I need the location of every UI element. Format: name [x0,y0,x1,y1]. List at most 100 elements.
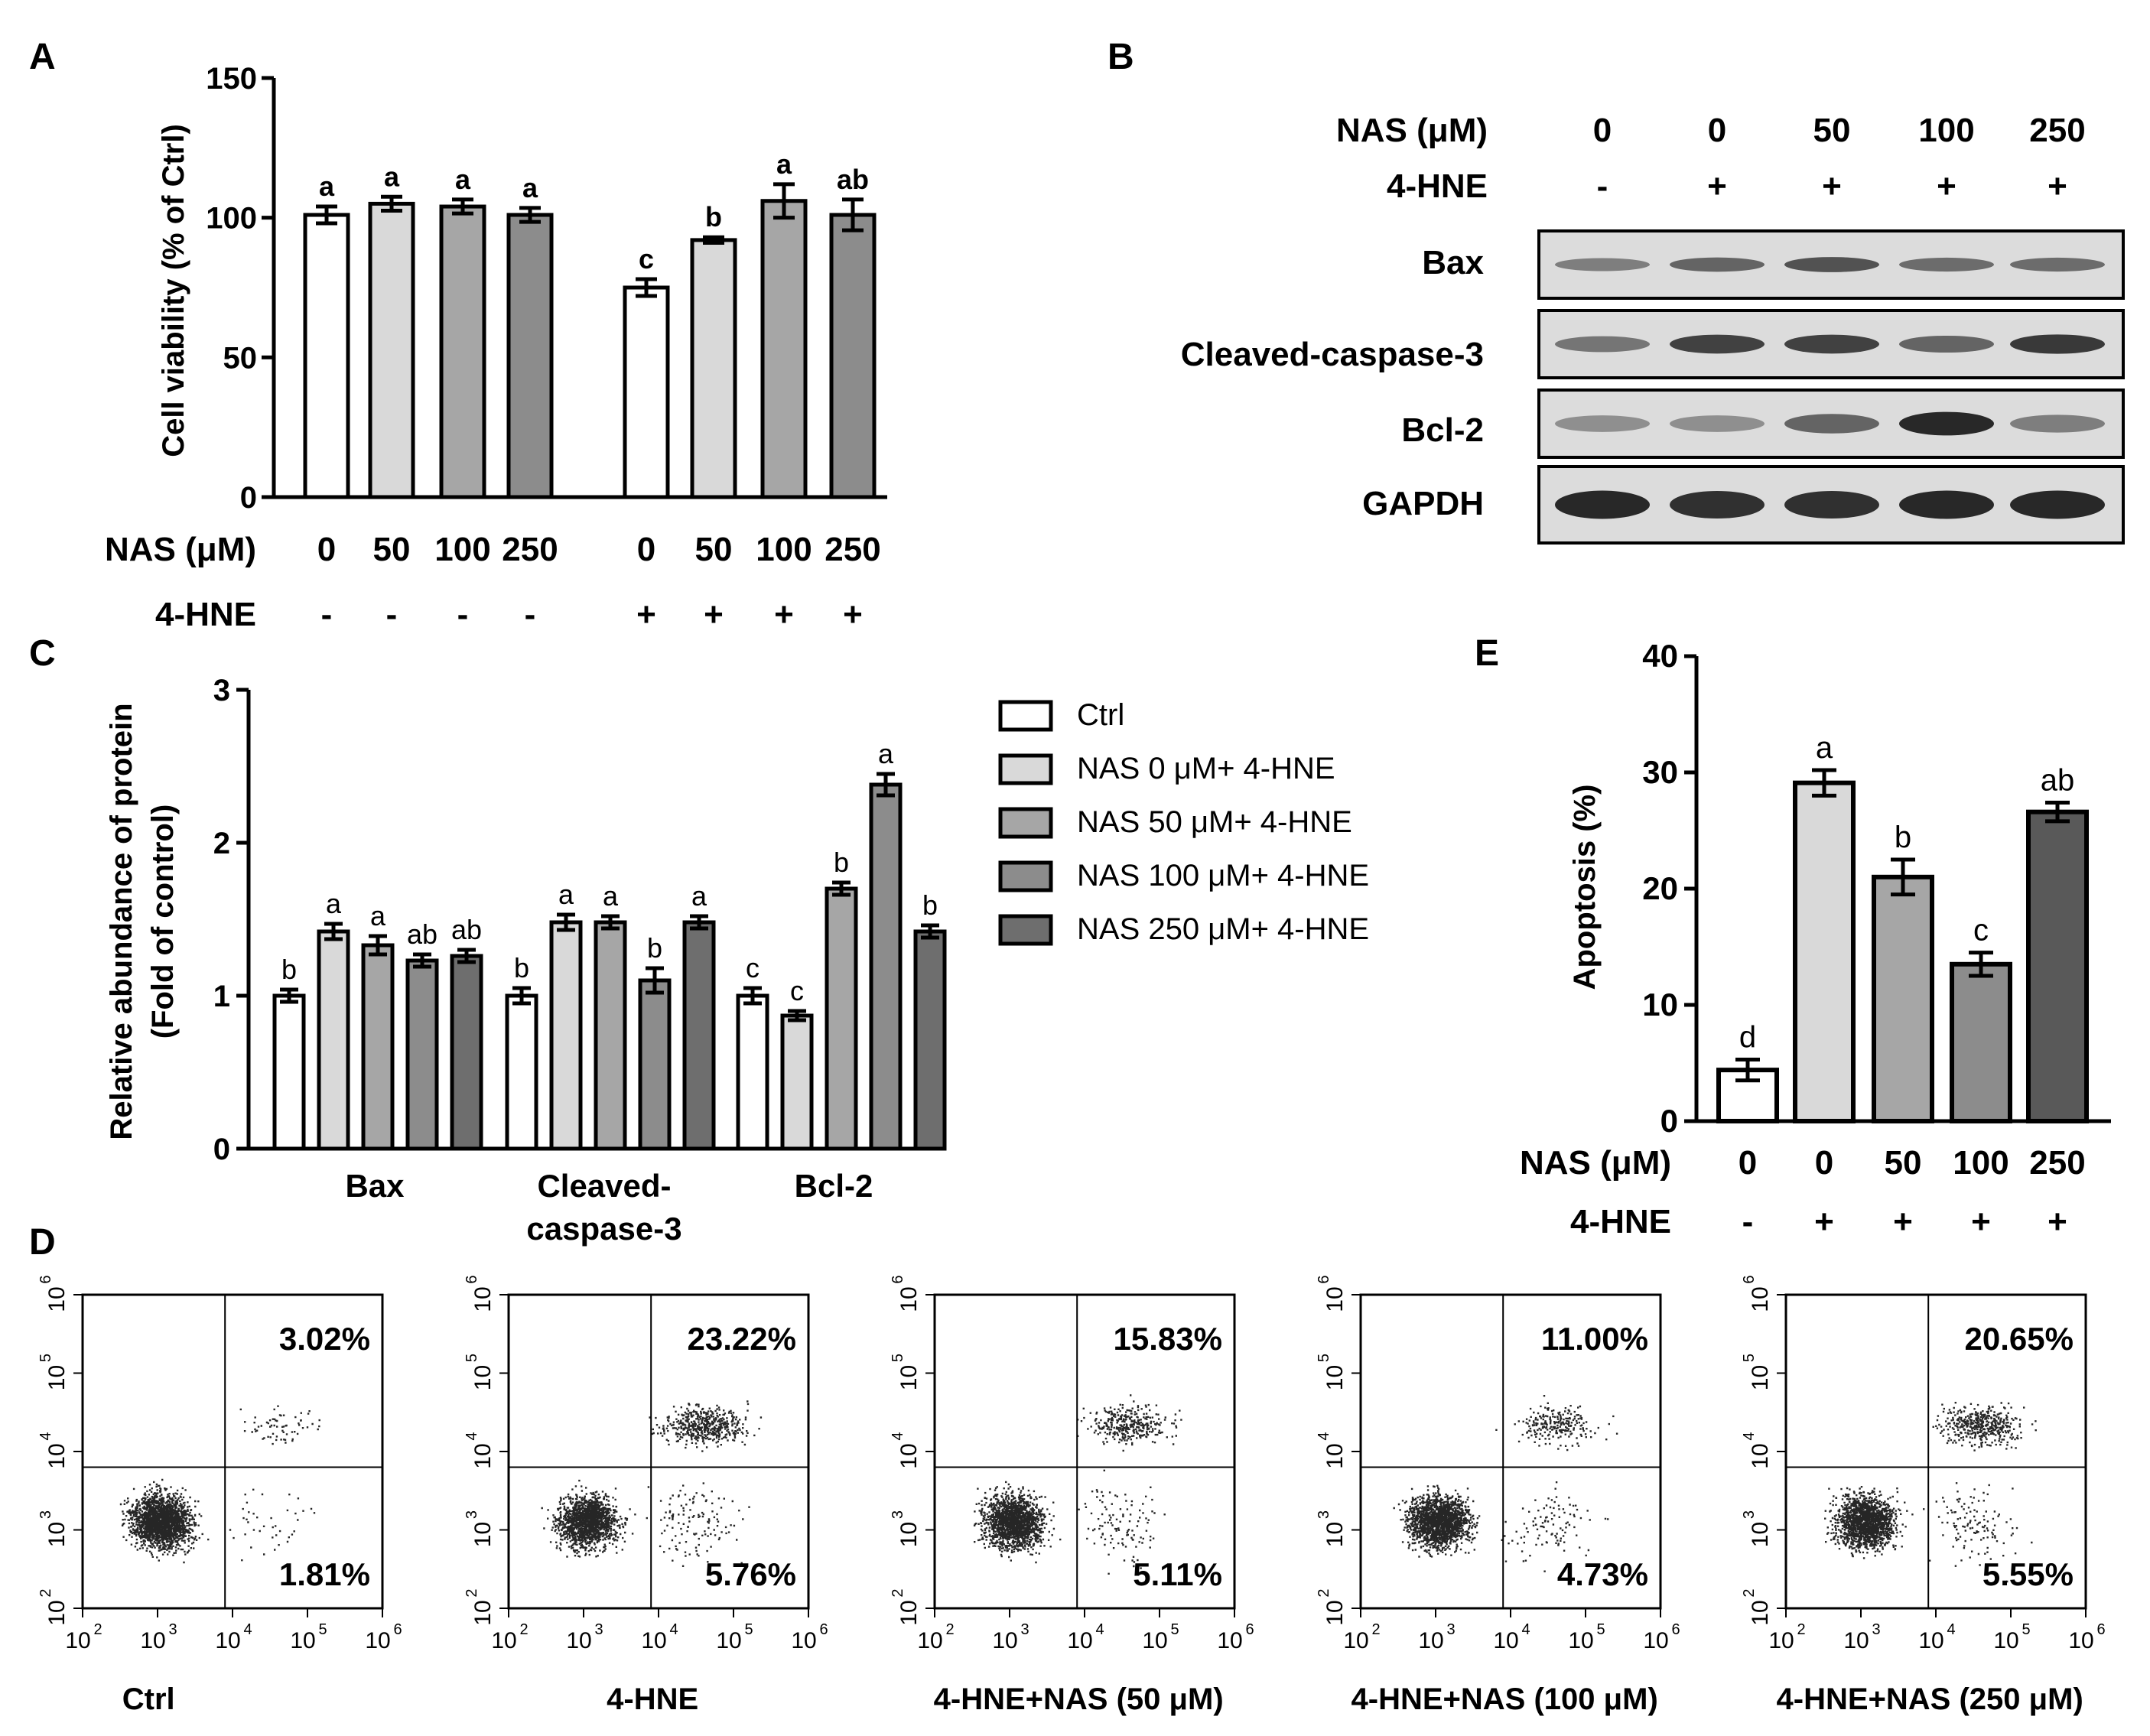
flow-plot-label: 4-HNE+NAS (250 μM) [1777,1682,2083,1716]
flow-y-tick-label: 10 [44,1522,70,1547]
tick-label-c-y: 0 [213,1133,230,1166]
flow-x-tick-label: 10 [1217,1628,1242,1653]
panel-a-hne-row-label: 4-HNE [155,596,256,633]
tick-label-a-y: 100 [206,202,257,236]
flow-x-tick-label: 10 [1343,1628,1368,1653]
flow-y-tick-label: 10 [896,1365,922,1390]
hne-label-e: + [1971,1203,1991,1240]
group-label-c: caspase-3 [526,1211,681,1247]
quadrant-percent-lower-right: 5.76% [705,1556,796,1592]
quadrant-percent-upper-right: 15.83% [1114,1321,1222,1357]
flow-y-tick-exponent: 2 [1316,1588,1332,1597]
blot-band [2010,334,2105,354]
flow-x-tick-exponent: 6 [1245,1621,1254,1638]
nas-label-e: 0 [1815,1144,1833,1182]
legend-label-c: Ctrl [1077,698,1124,732]
flow-x-tick-exponent: 6 [819,1621,828,1638]
tick-label-e-y: 40 [1642,638,1678,674]
bar-c [361,943,395,1151]
bar-a [506,213,554,499]
flow-x-tick-exponent: 2 [519,1621,528,1638]
quadrant-percent-lower-right: 5.11% [1133,1556,1222,1592]
blot-band [2010,414,2105,433]
bar-c [405,958,439,1151]
flow-x-tick-label: 10 [215,1628,240,1653]
bar-a [623,285,670,499]
nas-label-a: 0 [317,531,336,568]
bar-c [450,954,483,1151]
blot-band [1899,411,1994,436]
panel-a-nas-row-label: NAS (μM) [105,531,256,568]
significance-letter-a: a [776,148,792,180]
flow-x-tick-exponent: 6 [393,1621,402,1638]
bar-e [1793,780,1856,1123]
flow-x-tick-label: 10 [1568,1628,1593,1653]
blot-band [2010,257,2105,272]
flow-x-tick-label: 10 [917,1628,942,1653]
flow-x-tick-label: 10 [1418,1628,1443,1653]
flow-x-tick-exponent: 2 [945,1621,954,1638]
panel-e-nas-row-label: NAS (μM) [1520,1144,1671,1182]
flow-x-tick-label: 10 [1993,1628,2018,1653]
flow-y-tick-label: 10 [1748,1443,1773,1468]
bar-a [303,213,350,499]
significance-letter-c: c [746,952,759,983]
significance-letter-c: a [370,900,386,931]
flow-y-tick-label: 10 [44,1600,70,1625]
blot-band [1555,336,1650,353]
flow-plot-frame [1359,1293,1662,1610]
legend-swatch-c [998,753,1053,785]
significance-letter-c: ab [407,918,437,950]
significance-letter-a: b [705,201,722,232]
bar-c [825,886,858,1151]
legend-label-c: NAS 50 μM+ 4-HNE [1077,805,1352,839]
flow-x-tick-exponent: 5 [318,1621,327,1638]
legend-swatch-c [998,860,1053,892]
significance-letter-e: b [1895,821,1911,854]
quadrant-percent-upper-right: 11.00% [1541,1321,1648,1357]
panel-c-y-label-line2: (Fold of control) [146,805,180,1039]
flow-x-tick-label: 10 [290,1628,315,1653]
flow-y-tick-exponent: 4 [890,1432,906,1440]
flow-y-tick-exponent: 4 [1316,1432,1332,1440]
flow-y-tick-label: 10 [1322,1522,1348,1547]
group-label-c: Bcl-2 [795,1168,873,1204]
tick-label-e-y: 10 [1642,987,1678,1022]
flow-x-tick-exponent: 2 [1797,1621,1805,1638]
significance-letter-c: a [326,888,342,919]
flow-y-tick-label: 10 [470,1600,496,1625]
nas-label-b: 50 [1813,112,1851,149]
panel-letter-b: B [1108,37,1134,77]
blot-band [2010,490,2105,519]
flow-y-tick-exponent: 6 [1316,1275,1332,1283]
bar-c [594,920,627,1151]
nas-label-b: 100 [1918,112,1974,149]
blot-label-cleaved-caspase-3: Cleaved-caspase-3 [1181,336,1484,373]
quadrant-percent-lower-right: 5.55% [1982,1556,2074,1592]
hne-label-b: + [2048,167,2067,205]
flow-y-tick-label: 10 [1322,1365,1348,1390]
bar-c [736,993,769,1151]
flow-y-tick-label: 10 [896,1522,922,1547]
flow-dots [1393,1395,1618,1572]
flow-y-tick-exponent: 2 [890,1588,906,1597]
flow-y-tick-exponent: 4 [1741,1432,1758,1440]
flow-x-tick-exponent: 4 [1521,1621,1530,1638]
nas-label-b: 0 [1593,112,1612,149]
panel-letter-c: C [29,633,56,674]
quadrant-percent-lower-right: 4.73% [1557,1556,1648,1592]
flow-plot-label: Ctrl [122,1682,175,1716]
flow-x-tick-exponent: 5 [744,1621,753,1638]
flow-x-tick-exponent: 5 [2022,1621,2030,1638]
significance-letter-c: a [691,880,707,912]
flow-y-tick-label: 10 [470,1365,496,1390]
flow-x-tick-exponent: 4 [669,1621,678,1638]
flow-x-tick-label: 10 [1768,1628,1794,1653]
group-label-c: Cleaved- [537,1168,671,1204]
flow-x-tick-label: 10 [1067,1628,1092,1653]
quadrant-percent-lower-right: 1.81% [279,1556,370,1592]
blot-band [1670,415,1765,432]
flow-x-tick-label: 10 [1843,1628,1869,1653]
